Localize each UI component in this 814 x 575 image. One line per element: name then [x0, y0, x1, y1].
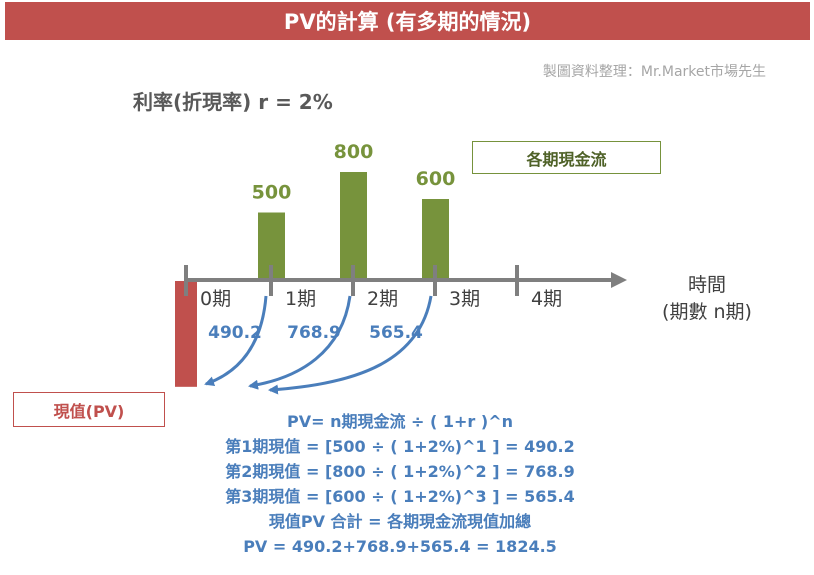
formula-line: 第1期現值 = [500 ÷ ( 1+2%)^1 ] = 490.2 — [225, 437, 575, 456]
discount-arrow — [204, 295, 268, 387]
cash-flow-value-label: 800 — [334, 141, 374, 163]
legend-present-value: 現值(PV) — [13, 392, 165, 427]
present-value-label: 768.9 — [287, 323, 341, 343]
formula-line: PV= n期現金流 ÷ ( 1+r )^n — [286, 412, 514, 431]
axis-arrowhead — [611, 272, 627, 288]
time-axis-label-line2: (期數 n期) — [662, 301, 752, 323]
formula-block: PV= n期現金流 ÷ ( 1+r )^n 第1期現值 = [500 ÷ ( 1… — [130, 409, 670, 559]
labels-layer: 0期 1期 2期 3期 4期 500 800 600 490.2 768.9 565.4 — [200, 141, 562, 343]
discount-arrows — [204, 295, 433, 395]
period-label: 1期 — [285, 288, 316, 310]
period-label: 2期 — [367, 288, 398, 310]
formula-line: 現值PV 合計 = 各期現金流現值加總 — [268, 512, 532, 531]
time-axis-label: 時間 (期數 n期) — [648, 272, 766, 326]
discount-arrow — [248, 295, 352, 390]
period-label: 4期 — [531, 288, 562, 310]
time-axis-label-line1: 時間 — [687, 274, 726, 296]
formula-line: 第2期現值 = [800 ÷ ( 1+2%)^2 ] = 768.9 — [225, 462, 575, 481]
present-value-label: 565.4 — [369, 323, 423, 343]
discount-arrow — [268, 295, 433, 395]
legend-label: 各期現金流 — [526, 149, 607, 169]
credit-text: 製圖資料整理：Mr.Market市場先生 — [542, 64, 766, 80]
formula-line: PV = 490.2+768.9+565.4 = 1824.5 — [243, 537, 557, 556]
period-label: 3期 — [449, 288, 480, 310]
time-axis — [184, 265, 627, 296]
present-value-label: 490.2 — [208, 323, 262, 343]
pv-bar — [175, 281, 197, 387]
formula-line: 第3期現值 = [600 ÷ ( 1+2%)^3 ] = 565.4 — [225, 487, 575, 506]
legend-cash-flow: 各期現金流 — [472, 141, 661, 174]
pv-label: 現值(PV) — [53, 401, 125, 421]
title-banner: PV的計算 (有多期的情況) — [5, 2, 810, 40]
cash-flow-bar — [340, 172, 367, 280]
cash-flow-value-label: 600 — [416, 168, 456, 190]
interest-rate-label: 利率(折現率) r = 2% — [133, 90, 333, 114]
period-label: 0期 — [200, 288, 231, 310]
page-title: PV的計算 (有多期的情況) — [283, 10, 532, 34]
cash-flow-value-label: 500 — [252, 182, 292, 204]
